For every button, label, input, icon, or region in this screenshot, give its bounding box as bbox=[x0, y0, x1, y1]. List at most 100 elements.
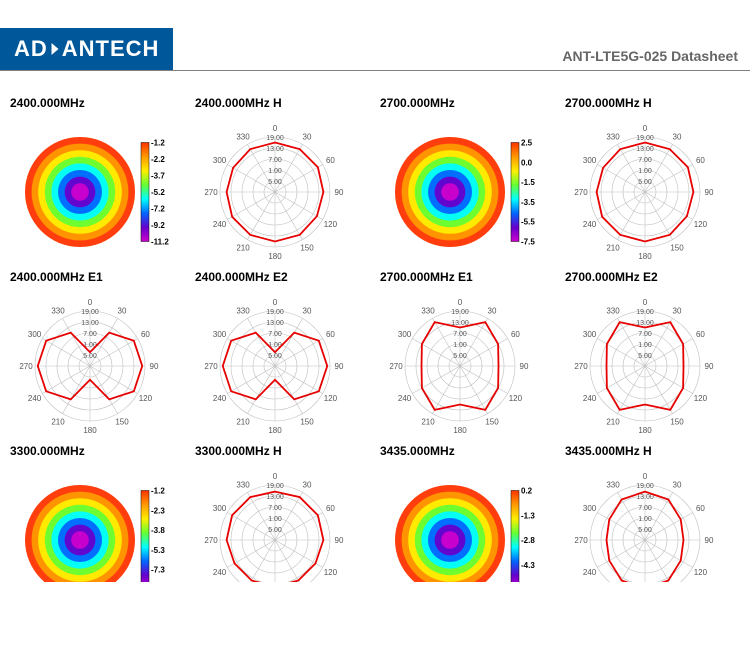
svg-text:7.00: 7.00 bbox=[638, 157, 652, 164]
svg-text:1.00: 1.00 bbox=[638, 516, 652, 523]
svg-text:7.00: 7.00 bbox=[83, 331, 97, 338]
svg-text:13.00: 13.00 bbox=[266, 494, 284, 501]
svg-text:300: 300 bbox=[213, 504, 227, 513]
svg-text:-4.3: -4.3 bbox=[521, 561, 535, 570]
svg-text:270: 270 bbox=[204, 188, 218, 197]
plot-title: 3300.000MHz H bbox=[195, 444, 370, 458]
svg-text:60: 60 bbox=[696, 504, 705, 513]
svg-text:330: 330 bbox=[236, 307, 250, 316]
svg-text:240: 240 bbox=[213, 220, 227, 229]
svg-text:150: 150 bbox=[115, 417, 129, 426]
plot-cell: 2700.000MHz E203060901201501802102402703… bbox=[565, 270, 740, 438]
polar-plot: 03060901201501802102402703003305.001.007… bbox=[195, 462, 355, 612]
svg-text:30: 30 bbox=[673, 481, 682, 490]
svg-text:180: 180 bbox=[268, 426, 282, 435]
svg-text:90: 90 bbox=[335, 536, 344, 545]
svg-text:270: 270 bbox=[574, 536, 588, 545]
plot-title: 3300.000MHz bbox=[10, 444, 185, 458]
svg-text:240: 240 bbox=[583, 394, 597, 403]
svg-text:210: 210 bbox=[236, 243, 250, 252]
svg-text:210: 210 bbox=[421, 417, 435, 426]
svg-text:270: 270 bbox=[204, 536, 218, 545]
document-title: ANT-LTE5G-025 Datasheet bbox=[562, 48, 738, 70]
svg-text:90: 90 bbox=[335, 362, 344, 371]
svg-text:-3.7: -3.7 bbox=[151, 172, 165, 181]
svg-text:19.00: 19.00 bbox=[266, 135, 284, 142]
heatmap-plot: 0.2-1.3-2.8-4.3-6.8 bbox=[380, 462, 540, 612]
svg-text:0: 0 bbox=[273, 124, 278, 133]
svg-text:240: 240 bbox=[398, 394, 412, 403]
svg-text:300: 300 bbox=[583, 330, 597, 339]
svg-text:210: 210 bbox=[606, 417, 620, 426]
svg-text:1.00: 1.00 bbox=[638, 168, 652, 175]
svg-text:30: 30 bbox=[673, 307, 682, 316]
svg-text:330: 330 bbox=[606, 133, 620, 142]
svg-text:210: 210 bbox=[51, 417, 65, 426]
svg-text:90: 90 bbox=[705, 536, 714, 545]
svg-text:330: 330 bbox=[236, 133, 250, 142]
polar-plot: 03060901201501802102402703003305.001.007… bbox=[565, 462, 725, 612]
svg-text:1.00: 1.00 bbox=[268, 516, 282, 523]
svg-text:120: 120 bbox=[324, 220, 338, 229]
svg-text:-5.5: -5.5 bbox=[521, 218, 535, 227]
svg-text:19.00: 19.00 bbox=[266, 483, 284, 490]
svg-text:-7.5: -7.5 bbox=[521, 238, 535, 247]
svg-text:300: 300 bbox=[28, 330, 42, 339]
svg-text:90: 90 bbox=[150, 362, 159, 371]
svg-text:30: 30 bbox=[303, 481, 312, 490]
svg-text:1.00: 1.00 bbox=[268, 168, 282, 175]
polar-plot: 03060901201501802102402703003305.001.007… bbox=[195, 288, 355, 438]
plot-title: 2700.000MHz bbox=[380, 96, 555, 110]
plot-cell: 2700.000MHz2.50.0-1.5-3.5-5.5-7.5 bbox=[380, 96, 555, 264]
svg-text:240: 240 bbox=[28, 394, 42, 403]
plot-title: 2700.000MHz E2 bbox=[565, 270, 740, 284]
plot-cell: 3300.000MHz -1.2-2.3-3.8-5.3-7.3-9.3 bbox=[10, 444, 185, 612]
svg-text:180: 180 bbox=[268, 252, 282, 261]
heatmap-plot: -1.2-2.3-3.8-5.3-7.3-9.3 bbox=[10, 462, 170, 612]
heatmap-plot: 2.50.0-1.5-3.5-5.5-7.5 bbox=[380, 114, 540, 264]
svg-text:270: 270 bbox=[19, 362, 33, 371]
svg-text:300: 300 bbox=[583, 156, 597, 165]
svg-text:19.00: 19.00 bbox=[636, 483, 654, 490]
svg-text:5.00: 5.00 bbox=[268, 527, 282, 534]
svg-text:210: 210 bbox=[606, 243, 620, 252]
polar-plot: 03060901201501802102402703003305.001.007… bbox=[10, 288, 170, 438]
plot-cell: 3435.000MHz H030609012015018021024027030… bbox=[565, 444, 740, 612]
svg-text:270: 270 bbox=[389, 362, 403, 371]
svg-text:-1.2: -1.2 bbox=[151, 487, 165, 496]
svg-text:13.00: 13.00 bbox=[266, 146, 284, 153]
svg-text:30: 30 bbox=[303, 307, 312, 316]
svg-text:150: 150 bbox=[670, 417, 684, 426]
plot-title: 2700.000MHz E1 bbox=[380, 270, 555, 284]
svg-text:180: 180 bbox=[638, 426, 652, 435]
svg-text:330: 330 bbox=[606, 481, 620, 490]
svg-text:60: 60 bbox=[696, 330, 705, 339]
svg-text:5.00: 5.00 bbox=[638, 179, 652, 186]
svg-text:19.00: 19.00 bbox=[81, 309, 99, 316]
svg-text:13.00: 13.00 bbox=[636, 494, 654, 501]
svg-text:-2.2: -2.2 bbox=[151, 155, 165, 164]
svg-text:60: 60 bbox=[696, 156, 705, 165]
polar-plot: 03060901201501802102402703003305.001.007… bbox=[565, 114, 725, 264]
svg-text:60: 60 bbox=[511, 330, 520, 339]
svg-text:120: 120 bbox=[694, 568, 708, 577]
svg-text:300: 300 bbox=[583, 504, 597, 513]
svg-text:120: 120 bbox=[324, 394, 338, 403]
svg-text:-3.5: -3.5 bbox=[521, 198, 535, 207]
svg-text:120: 120 bbox=[324, 568, 338, 577]
svg-text:7.00: 7.00 bbox=[268, 157, 282, 164]
svg-text:0: 0 bbox=[643, 298, 648, 307]
svg-text:5.00: 5.00 bbox=[268, 179, 282, 186]
svg-text:13.00: 13.00 bbox=[636, 146, 654, 153]
svg-text:7.00: 7.00 bbox=[638, 331, 652, 338]
svg-text:0: 0 bbox=[273, 298, 278, 307]
plot-cell: 2700.000MHz E103060901201501802102402703… bbox=[380, 270, 555, 438]
svg-text:0: 0 bbox=[88, 298, 93, 307]
polar-plot: 03060901201501802102402703003305.001.007… bbox=[565, 288, 725, 438]
svg-text:-11.2: -11.2 bbox=[151, 238, 169, 247]
svg-text:60: 60 bbox=[326, 156, 335, 165]
svg-text:330: 330 bbox=[606, 307, 620, 316]
svg-text:30: 30 bbox=[673, 133, 682, 142]
svg-text:19.00: 19.00 bbox=[266, 309, 284, 316]
svg-text:-1.5: -1.5 bbox=[521, 178, 535, 187]
